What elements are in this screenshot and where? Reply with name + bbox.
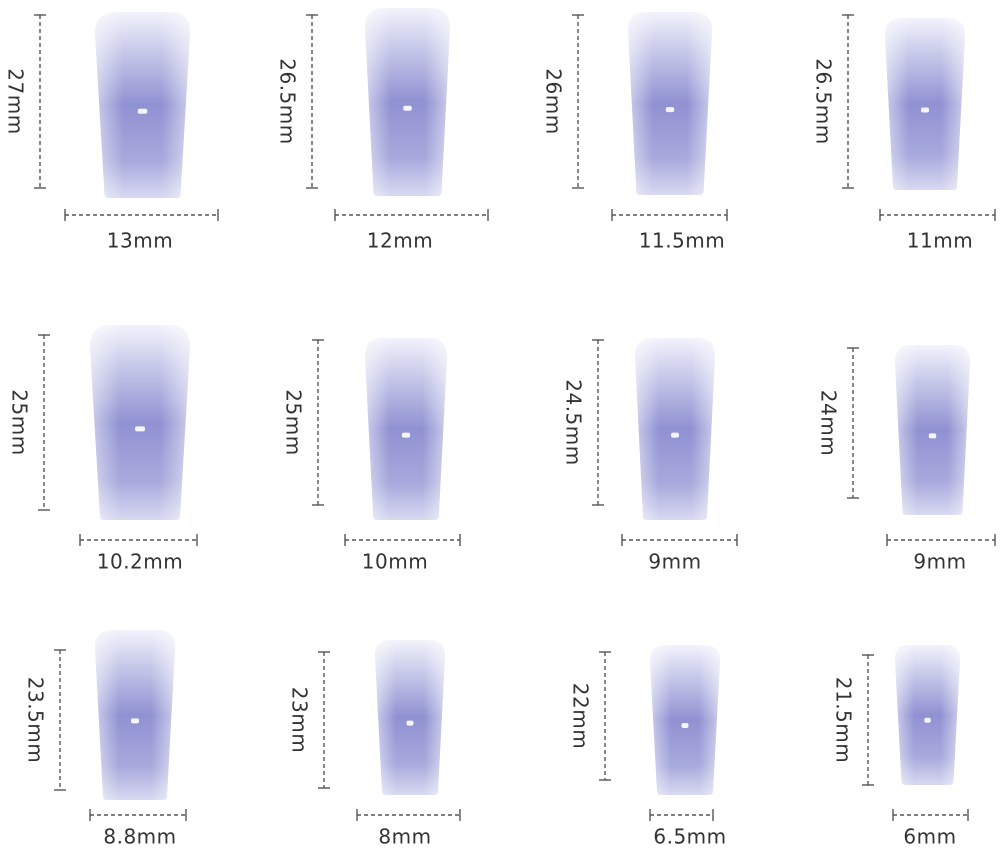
width-label: 9mm <box>648 550 701 574</box>
width-label: 12mm <box>367 229 433 253</box>
nail-sheen <box>365 338 447 520</box>
nail-sheen <box>375 640 445 795</box>
nail-sheen <box>895 645 960 785</box>
height-label: 22mm <box>569 683 593 749</box>
height-label: 24.5mm <box>562 379 586 466</box>
nail-sheen <box>895 345 970 515</box>
width-label: 13mm <box>107 229 173 253</box>
nail-highlight <box>137 108 148 114</box>
height-label: 21.5mm <box>832 677 856 764</box>
height-label: 26.5mm <box>276 58 300 145</box>
height-label: 26mm <box>542 68 566 134</box>
width-label: 6mm <box>903 825 956 849</box>
width-label: 8mm <box>378 825 431 849</box>
nail-highlight <box>135 426 145 432</box>
nail-sheen <box>90 325 190 520</box>
nail-highlight <box>921 107 929 113</box>
nail-sheen <box>635 338 715 520</box>
width-label: 10mm <box>362 550 428 574</box>
nail-highlight <box>681 723 689 728</box>
width-label: 8.8mm <box>103 825 176 849</box>
nail-sheen <box>95 12 190 198</box>
height-label: 24mm <box>817 390 841 456</box>
width-label: 10.2mm <box>97 550 184 574</box>
nail-highlight <box>401 432 411 438</box>
nail-highlight <box>671 432 679 438</box>
width-label: 9mm <box>913 550 966 574</box>
width-label: 11.5mm <box>639 229 726 253</box>
nail-sheen <box>650 645 720 795</box>
width-label: 6.5mm <box>653 825 726 849</box>
height-label: 26.5mm <box>812 58 836 145</box>
nail-highlight <box>665 107 675 113</box>
nail-highlight <box>924 717 931 723</box>
nail-highlight <box>131 718 139 724</box>
nail-sheen <box>628 12 712 195</box>
nail-highlight <box>928 433 937 439</box>
height-label: 25mm <box>8 389 32 455</box>
width-label: 11mm <box>907 229 973 253</box>
nail-sheen <box>885 18 965 190</box>
height-label: 27mm <box>4 68 28 134</box>
height-label: 23mm <box>288 687 312 753</box>
height-label: 23.5mm <box>24 677 48 764</box>
height-label: 25mm <box>282 389 306 455</box>
nail-highlight <box>406 720 414 726</box>
nail-highlight <box>403 105 412 111</box>
nail-sheen <box>95 630 175 800</box>
nail-sheen <box>365 8 450 196</box>
